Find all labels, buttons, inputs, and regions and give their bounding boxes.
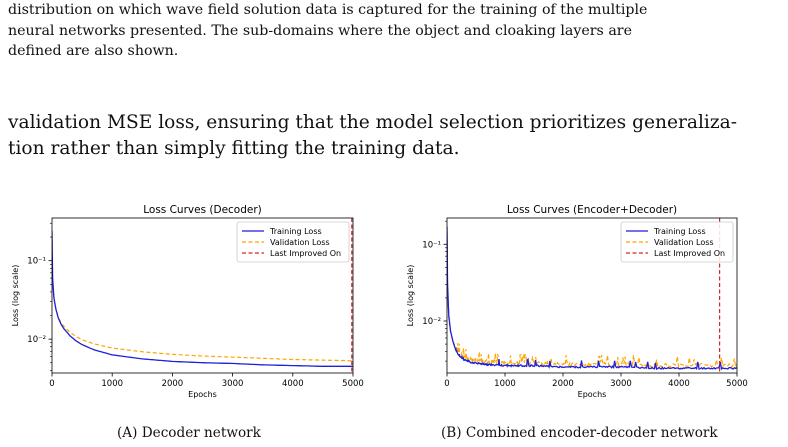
validation-loss-line	[447, 238, 737, 369]
legend-box	[620, 221, 734, 263]
x-tick-label: 2000	[162, 379, 184, 389]
paragraph-body: validation MSE loss, ensuring that the m…	[8, 110, 778, 161]
loss-chart-decoder: Loss Curves (Decoder) 0 1000 2000 3000 4000 50…	[11, 204, 364, 399]
series-group	[52, 230, 353, 367]
plot-frame	[446, 217, 738, 374]
legend-training-label: Training Loss	[653, 227, 706, 236]
x-tick-label: 0	[49, 379, 54, 389]
x-axis-label: Epochs	[188, 390, 217, 399]
legend-box	[236, 221, 350, 263]
plot-frame	[51, 217, 354, 374]
y-axis-label: Loss (log scale)	[406, 265, 415, 327]
chart-title: Loss Curves (Decoder)	[143, 204, 262, 216]
legend: Training Loss Validation Loss Last Improve…	[620, 221, 734, 263]
x-axis-label: Epochs	[578, 390, 607, 399]
x-tick-label: 1000	[101, 379, 123, 389]
y-tick-label: 10⁻¹	[27, 257, 46, 267]
text-line: tion rather than simply fitting the trai…	[8, 137, 460, 159]
text-line: neural networks presented. The sub-domai…	[8, 22, 632, 39]
validation-loss-line	[52, 254, 353, 362]
text-line: distribution on which wave field solutio…	[8, 2, 648, 18]
x-tick-label: 4000	[282, 379, 304, 389]
x-tick-label: 2000	[552, 379, 574, 389]
series-group	[447, 226, 737, 371]
training-loss-line	[447, 226, 737, 371]
x-tick-label: 5000	[342, 379, 364, 389]
caption-a: (A) Decoder network	[117, 425, 261, 441]
x-tick-label: 3000	[610, 379, 632, 389]
legend: Training Loss Validation Loss Last Improve…	[236, 221, 350, 263]
legend-validation-label: Validation Loss	[270, 238, 330, 247]
x-tick-label: 4000	[668, 379, 690, 389]
training-loss-line	[52, 230, 353, 367]
x-tick-label: 5000	[726, 379, 748, 389]
loss-chart-encoder-decoder: Loss Curves (Encoder+Decoder) 0 1000 2000 30…	[406, 204, 748, 399]
x-tick-label: 0	[444, 379, 449, 389]
text-line: validation MSE loss, ensuring that the m…	[8, 112, 738, 133]
legend-training-label: Training Loss	[269, 227, 322, 236]
text-line: defined are also shown.	[8, 43, 179, 59]
y-tick-label: 10⁻¹	[422, 240, 441, 250]
figure-a: Loss Curves (Decoder) 0 1000 2000 3000 4000 50…	[0, 198, 380, 403]
chart-title: Loss Curves (Encoder+Decoder)	[507, 204, 677, 216]
paragraph-figure-caption-continued: distribution on which wave field solutio…	[8, 0, 778, 62]
legend-validation-label: Validation Loss	[654, 238, 714, 247]
x-tick-label: 3000	[222, 379, 244, 389]
legend-last-improved-label: Last Improved On	[654, 249, 725, 258]
figure-b: Loss Curves (Encoder+Decoder) 0 1000 2000 30…	[392, 198, 784, 403]
y-tick-label: 10⁻²	[27, 335, 46, 345]
y-axis-label: Loss (log scale)	[11, 265, 20, 327]
x-tick-label: 1000	[494, 379, 516, 389]
legend-last-improved-label: Last Improved On	[270, 249, 341, 258]
y-tick-label: 10⁻²	[422, 317, 441, 327]
caption-b: (B) Combined encoder-decoder network	[441, 425, 718, 441]
